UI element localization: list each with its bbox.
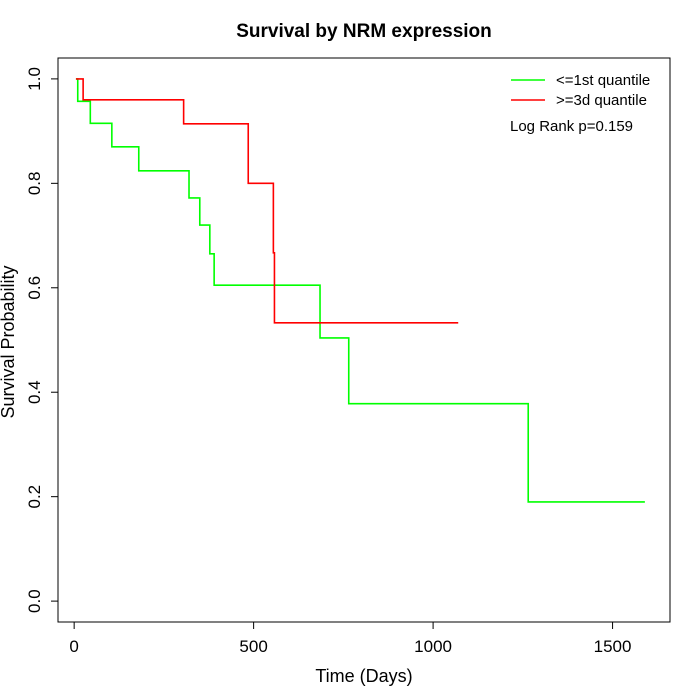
y-tick-label: 0.8 [25, 172, 44, 196]
legend: <=1st quantile >=3d quantile [511, 72, 650, 109]
chart-title: Survival by NRM expression [236, 21, 492, 42]
series-line-0 [75, 78, 645, 503]
y-tick-label: 0.4 [25, 380, 44, 404]
y-axis-label: Survival Probability [0, 265, 18, 418]
x-axis-label: Time (Days) [315, 666, 412, 686]
x-tick-label: 1500 [594, 637, 632, 656]
log-rank-annotation: Log Rank p=0.159 [510, 118, 633, 135]
y-tick-label: 0.6 [25, 276, 44, 300]
y-axis: 0.0 0.2 0.4 0.6 0.8 1.0 [25, 67, 59, 613]
legend-label-0: <=1st quantile [556, 72, 650, 89]
y-tick-label: 0.2 [25, 485, 44, 509]
series-line-1 [75, 78, 459, 324]
y-tick-label: 1.0 [25, 67, 44, 91]
legend-label-1: >=3d quantile [556, 92, 647, 109]
x-tick-label: 0 [69, 637, 78, 656]
plot-frame [57, 57, 671, 623]
x-tick-label: 1000 [414, 637, 452, 656]
x-axis: 0 500 1000 1500 [69, 621, 632, 656]
y-tick-label: 0.0 [25, 589, 44, 613]
x-tick-label: 500 [239, 637, 267, 656]
series-layer [75, 78, 645, 503]
